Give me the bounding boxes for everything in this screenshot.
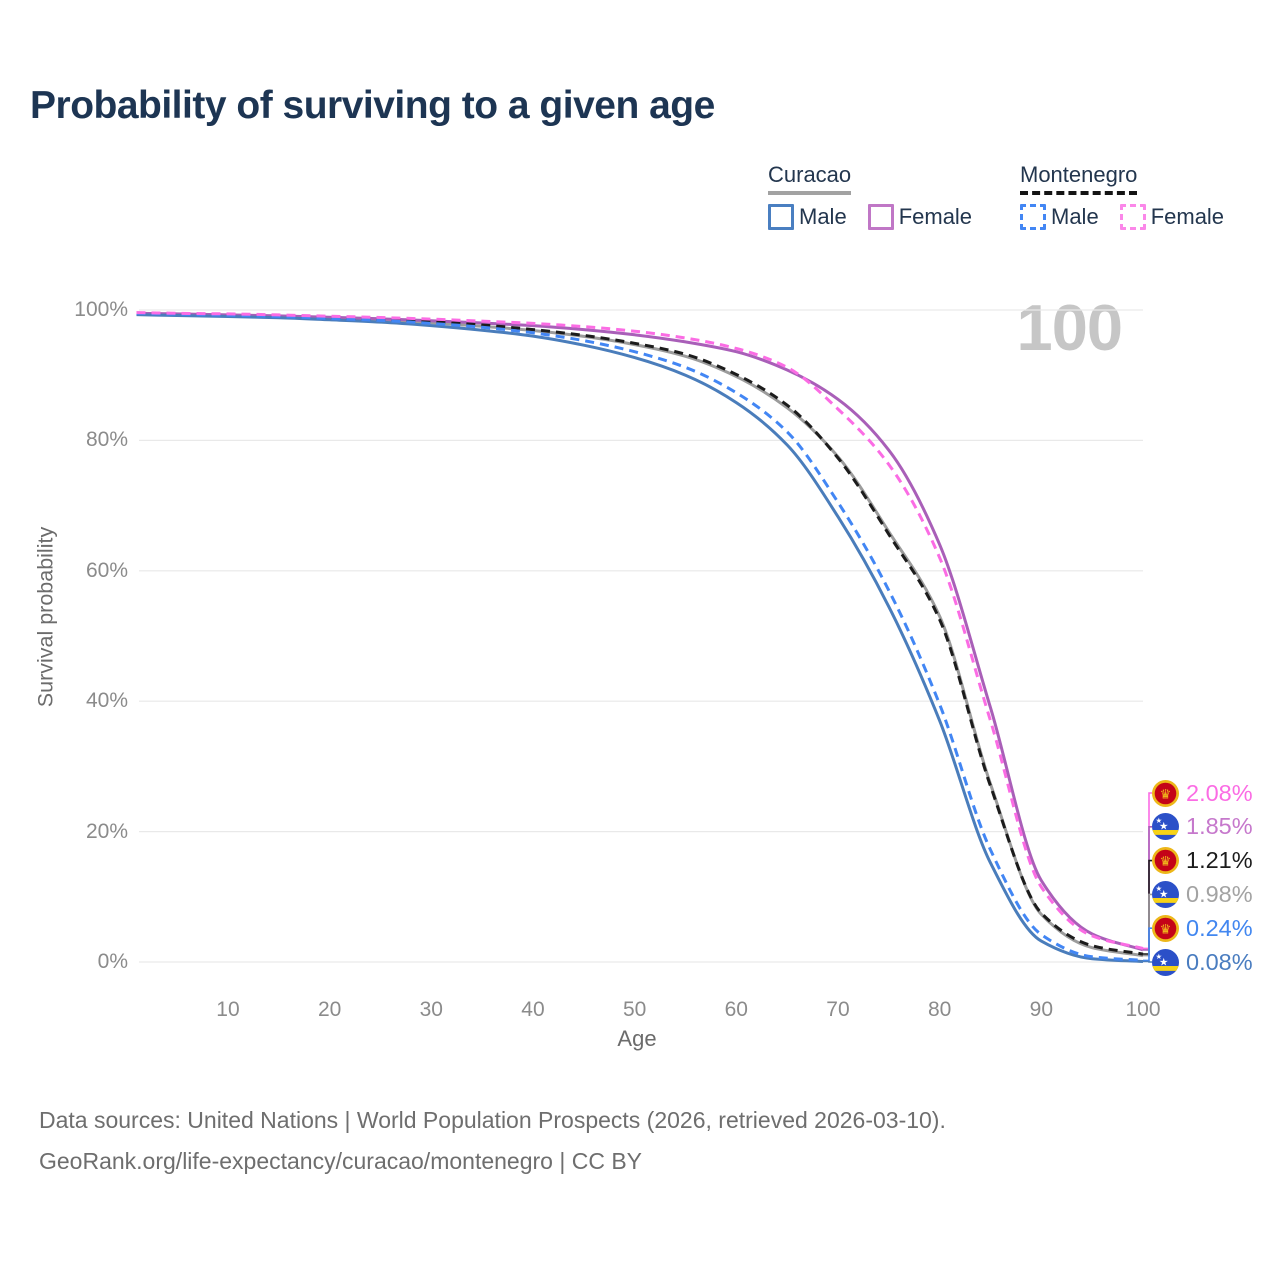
leader-line-montenegro-all [1143,859,1152,955]
series-line-curacao-male [136,313,1144,963]
end-label-value-montenegro-all: 1.21% [1186,847,1253,874]
end-label-montenegro-female: ♛ 2.08% [1152,779,1253,807]
montenegro-flag-icon: ♛ [1152,779,1179,807]
svg-text:★: ★ [1159,821,1168,833]
end-label-value-curacao-female: 1.85% [1186,813,1253,840]
legend-group-curacao: Curacao Male Female [768,162,972,230]
series-line-montenegro-male [136,311,1144,962]
x-tick-20: 20 [317,998,342,1021]
montenegro-flag-icon: ♛ [1152,847,1179,875]
x-tick-50: 50 [622,998,647,1021]
legend-label-curacao-male: Male [799,204,847,229]
svg-text:♛: ♛ [1160,787,1172,802]
svg-text:★: ★ [1156,951,1163,960]
end-label-value-montenegro-female: 2.08% [1186,779,1253,806]
y-tick-0: 0% [97,950,128,973]
end-label-value-montenegro-male: 0.24% [1186,914,1253,941]
end-label-curacao-female: ★ ★ 1.85% [1152,813,1253,841]
montenegro-flag-icon: ♛ [1152,914,1179,942]
leader-line-curacao-male [1143,960,1152,963]
legend-country-curacao: Curacao [768,162,852,195]
end-label-curacao-male: ★ ★ 0.08% [1152,948,1253,976]
svg-text:★: ★ [1156,816,1163,825]
x-tick-40: 40 [521,998,545,1021]
curacao-flag-icon: ★ ★ [1152,813,1179,841]
leader-line-curacao-all [1143,893,1152,957]
end-label-value-curacao-all: 0.98% [1186,880,1253,907]
end-label-montenegro-male: ♛ 0.24% [1152,914,1253,942]
y-tick-20: 20% [85,819,128,843]
legend-group-montenegro: Montenegro Male Female [1020,162,1224,230]
svg-text:★: ★ [1159,956,1168,968]
legend-item-montenegro-male[interactable]: Male [1020,204,1099,230]
svg-text:★: ★ [1156,884,1163,893]
footer-attribution: GeoRank.org/life-expectancy/curacao/mont… [39,1148,642,1174]
page-title: Probability of surviving to a given age [30,84,715,127]
legend-label-montenegro-female: Female [1150,204,1225,229]
curacao-flag-icon: ★ ★ [1152,948,1179,976]
y-tick-60: 60% [85,558,128,582]
y-tick-100: 100% [74,298,128,321]
x-tick-10: 10 [216,998,240,1021]
x-tick-60: 60 [724,998,748,1021]
legend-item-curacao-male[interactable]: Male [768,204,847,230]
x-tick-90: 90 [1029,998,1053,1021]
series-line-montenegro-all [136,311,1144,956]
series-line-curacao-all [136,312,1144,958]
curacao-flag-icon: ★ ★ [1152,880,1179,908]
y-tick-80: 80% [85,428,128,452]
legend-label-curacao-female: Female [898,204,973,229]
age-watermark: 100 [1016,291,1123,364]
survival-chart [136,309,1152,963]
leader-line-montenegro-female [1143,792,1152,950]
x-tick-80: 80 [927,998,952,1021]
x-tick-100: 100 [1125,998,1161,1021]
footer: Data sources: United Nations | World Pop… [39,1100,946,1182]
legend-item-montenegro-female[interactable]: Female [1119,204,1225,230]
end-label-value-curacao-male: 0.08% [1186,948,1253,975]
montenegro-male-swatch-icon [1020,204,1046,230]
footer-data-sources: Data sources: United Nations | World Pop… [39,1107,946,1133]
x-axis-title: Age [617,1026,657,1051]
curacao-male-swatch-icon [768,204,794,230]
y-axis-title: Survival probability [33,526,58,708]
legend-item-curacao-female[interactable]: Female [867,204,973,230]
series-line-curacao-female [136,311,1144,952]
legend-country-montenegro: Montenegro [1020,162,1138,195]
leader-line-curacao-female [1143,826,1152,951]
montenegro-female-swatch-icon [1119,204,1146,230]
curacao-female-swatch-icon [867,204,894,230]
svg-text:♛: ♛ [1160,855,1172,870]
leader-line-montenegro-male [1143,927,1152,962]
end-label-curacao-all: ★ ★ 0.98% [1152,880,1253,908]
end-label-montenegro-all: ♛ 1.21% [1152,847,1253,875]
legend-label-montenegro-male: Male [1051,204,1099,229]
x-tick-70: 70 [826,998,850,1021]
y-tick-40: 40% [85,689,128,713]
svg-text:♛: ♛ [1160,922,1172,937]
svg-text:★: ★ [1159,888,1168,900]
x-tick-30: 30 [419,998,443,1021]
